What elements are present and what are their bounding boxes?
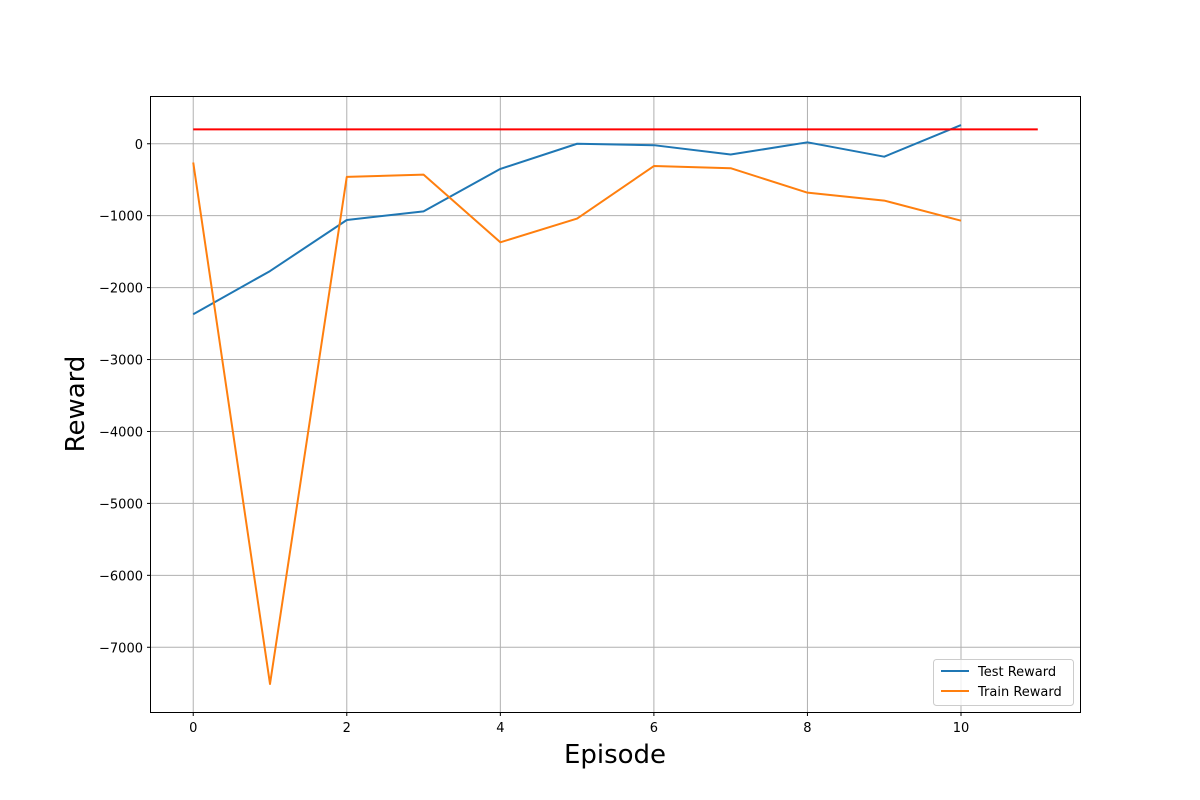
series-lines — [192, 124, 1038, 685]
x-tick-label: 2 — [343, 721, 351, 736]
y-tick-label: −1000 — [99, 210, 143, 225]
y-tick-label: −7000 — [99, 641, 143, 656]
legend-label-test-reward: Test Reward — [977, 665, 1056, 680]
y-tick-label: −4000 — [99, 425, 143, 440]
grid-lines — [151, 97, 1080, 712]
y-tick-label: −6000 — [99, 569, 143, 584]
y-tick-label: 0 — [135, 138, 143, 153]
x-tick-label: 4 — [496, 721, 504, 736]
series-line-test-reward — [192, 124, 962, 316]
x-tick-label: 6 — [650, 721, 658, 736]
y-axis-title: Reward — [61, 356, 91, 453]
legend: Test Reward Train Reward — [933, 659, 1074, 706]
y-tick-label: −5000 — [99, 497, 143, 512]
x-axis-title: Episode — [564, 740, 666, 770]
series-line-train-reward — [192, 162, 962, 685]
axis-ticks: 0 2 4 6 8 10 0 −1000 −2000 −3000 −4000 −5000 −6000 −7… — [99, 138, 969, 736]
plot-area-frame — [150, 96, 1081, 713]
y-tick-label: −3000 — [99, 354, 143, 369]
y-tick-label: −2000 — [99, 282, 143, 297]
x-tick-label: 10 — [953, 721, 970, 736]
legend-label-train-reward: Train Reward — [977, 685, 1062, 700]
x-tick-label: 8 — [803, 721, 811, 736]
x-tick-label: 0 — [189, 721, 197, 736]
